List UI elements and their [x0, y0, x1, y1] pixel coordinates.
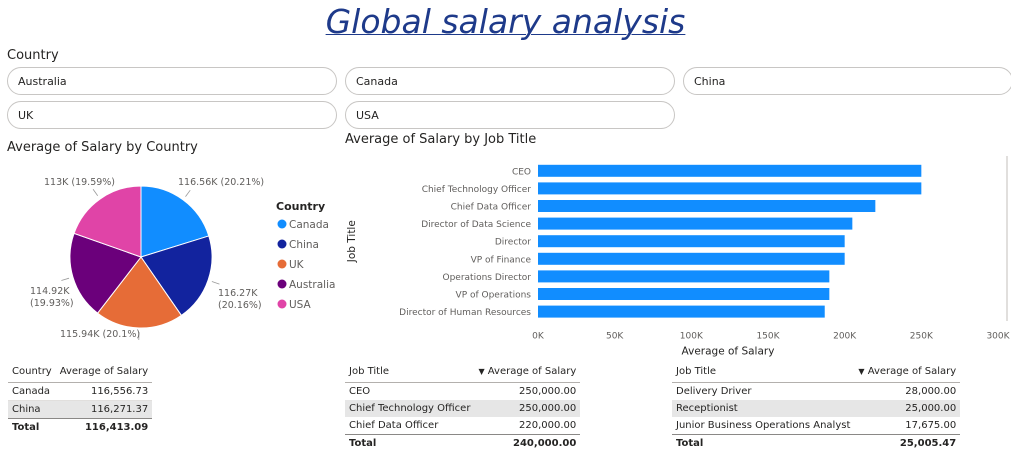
pie-slice-australia[interactable] — [69, 232, 142, 314]
table-cell[interactable]: Delivery Driver — [676, 386, 752, 397]
bar-director-of-human-resources[interactable] — [538, 305, 825, 318]
pie-legend-title: Country — [276, 200, 325, 213]
table-cell[interactable]: 17,675.00 — [905, 420, 957, 431]
x-tick-label: 300K — [986, 331, 1010, 341]
bar-ceo[interactable] — [538, 164, 922, 177]
pie-data-label: 115.94K (20.1%) — [60, 329, 140, 340]
slicer-option-canada[interactable]: Canada — [345, 67, 675, 95]
country-slicer-label: Country — [7, 48, 59, 63]
bar-category-label: VP of Operations — [456, 291, 532, 301]
bar-vp-of-operations[interactable] — [538, 288, 830, 300]
column-header-country[interactable]: Country — [8, 360, 56, 383]
pie-chart-title: Average of Salary by Country — [7, 140, 198, 155]
pie-slice-china[interactable] — [140, 235, 213, 317]
sort-descending-icon: ▼ — [478, 366, 485, 376]
table-cell[interactable]: 250,000.00 — [519, 386, 577, 397]
pie-slice-canada[interactable] — [140, 185, 210, 258]
x-tick-label: 150K — [756, 331, 780, 341]
bar-director[interactable] — [538, 235, 845, 248]
bar-category-label: Chief Data Officer — [451, 203, 532, 213]
legend-item-australia[interactable]: Australia — [289, 279, 335, 291]
table-total-label: Total — [345, 434, 475, 452]
bar-chart-title: Average of Salary by Job Title — [345, 132, 537, 147]
legend-item-canada[interactable]: Canada — [289, 219, 329, 231]
legend-marker-china — [277, 239, 287, 249]
pie-leader-line — [211, 281, 220, 285]
x-tick-label: 200K — [833, 331, 857, 341]
bar-category-label: VP of Finance — [471, 255, 532, 265]
column-header-average-salary[interactable]: ▼ Average of Salary — [474, 360, 581, 383]
legend-marker-uk — [277, 259, 287, 269]
table-cell[interactable]: Chief Technology Officer — [345, 400, 475, 417]
column-header-job-title[interactable]: Job Title — [345, 360, 475, 383]
pie-leader-line — [185, 189, 191, 197]
pie-data-label: 114.92K (19.93%) — [30, 286, 74, 309]
table-cell[interactable]: 25,000.00 — [854, 400, 961, 417]
bar-category-label: Director — [495, 238, 531, 248]
page-title: Global salary analysis — [325, 2, 686, 41]
x-tick-label: 0K — [532, 331, 545, 341]
bar-vp-of-finance[interactable] — [538, 252, 845, 265]
x-tick-label: 250K — [910, 331, 934, 341]
bar-category-label: Director of Human Resources — [399, 308, 531, 318]
bar-category-label: Chief Technology Officer — [422, 185, 532, 195]
legend-item-usa[interactable]: USA — [289, 299, 312, 311]
sort-descending-icon: ▼ — [858, 366, 865, 376]
bar-chart: CEO Chief Technology Officer Chief Data Of… — [346, 156, 1011, 357]
table-total-value: 116,413.09 — [55, 418, 153, 436]
slicer-option-usa[interactable]: USA — [345, 101, 675, 129]
pie-chart: 116.56K (20.21%) 116.27K (20.16%) 115.94K (… — [30, 177, 335, 340]
x-tick-label: 100K — [680, 331, 704, 341]
column-header-average-salary[interactable]: Average of Salary — [55, 360, 153, 383]
bar-chief-technology-officer[interactable] — [538, 182, 922, 195]
legend-item-uk[interactable]: UK — [289, 259, 305, 271]
pie-data-label: 116.27K (20.16%) — [218, 288, 262, 311]
pie-data-label: 116.56K (20.21%) — [178, 177, 264, 188]
country-table: Country Average of Salary Canada 116,556.7… — [8, 360, 153, 436]
table-total-label: Total — [8, 418, 56, 436]
legend-marker-australia — [277, 279, 287, 289]
table-cell[interactable]: Receptionist — [672, 400, 855, 417]
table-cell[interactable]: Canada — [8, 382, 56, 401]
legend-item-china[interactable]: China — [289, 239, 319, 251]
bar-operations-director[interactable] — [538, 270, 830, 283]
table-total-value: 240,000.00 — [474, 434, 581, 452]
table-cell[interactable]: Chief Data Officer — [349, 420, 439, 431]
table-cell[interactable]: 116,556.73 — [55, 382, 153, 401]
bottom-jobs-table: Job Title ▼ Average of Salary Delivery Dr… — [672, 360, 961, 452]
pie-leader-line — [92, 189, 99, 196]
legend-marker-canada — [277, 219, 287, 229]
pie-data-label: 113K (19.59%) — [44, 177, 115, 188]
x-axis-title: Average of Salary — [682, 345, 775, 357]
table-cell[interactable]: 220,000.00 — [519, 420, 577, 431]
bar-category-label: Director of Data Science — [421, 220, 531, 230]
bar-director-of-data-science[interactable] — [538, 217, 853, 230]
slicer-option-china[interactable]: China — [683, 67, 1011, 95]
table-total-value: 25,005.47 — [854, 434, 961, 452]
slicer-option-uk[interactable]: UK — [7, 101, 337, 129]
table-cell[interactable]: 116,271.37 — [55, 400, 153, 419]
table-total-label: Total — [672, 434, 855, 452]
pie-slice-uk[interactable] — [96, 256, 183, 329]
table-cell[interactable]: CEO — [349, 386, 371, 397]
top-jobs-table: Job Title ▼ Average of Salary CEO 250,000.… — [345, 360, 581, 452]
pie-leader-line — [61, 277, 70, 281]
pie-slice-usa[interactable] — [73, 185, 142, 258]
chart-scrollbar[interactable] — [1006, 156, 1008, 321]
bar-category-label: Operations Director — [443, 273, 532, 283]
bar-category-label: CEO — [512, 167, 531, 177]
table-cell[interactable]: Junior Business Operations Analyst — [676, 420, 851, 431]
table-cell[interactable]: 250,000.00 — [474, 400, 581, 417]
x-tick-label: 50K — [606, 331, 624, 341]
slicer-option-australia[interactable]: Australia — [7, 67, 337, 95]
y-axis-title: Job Title — [346, 220, 358, 263]
column-header-job-title[interactable]: Job Title — [672, 360, 855, 383]
table-cell[interactable]: 28,000.00 — [905, 386, 957, 397]
legend-marker-usa — [277, 299, 287, 309]
bar-chief-data-officer[interactable] — [538, 200, 876, 212]
table-cell[interactable]: China — [8, 400, 56, 419]
column-header-average-salary[interactable]: ▼ Average of Salary — [854, 360, 961, 383]
